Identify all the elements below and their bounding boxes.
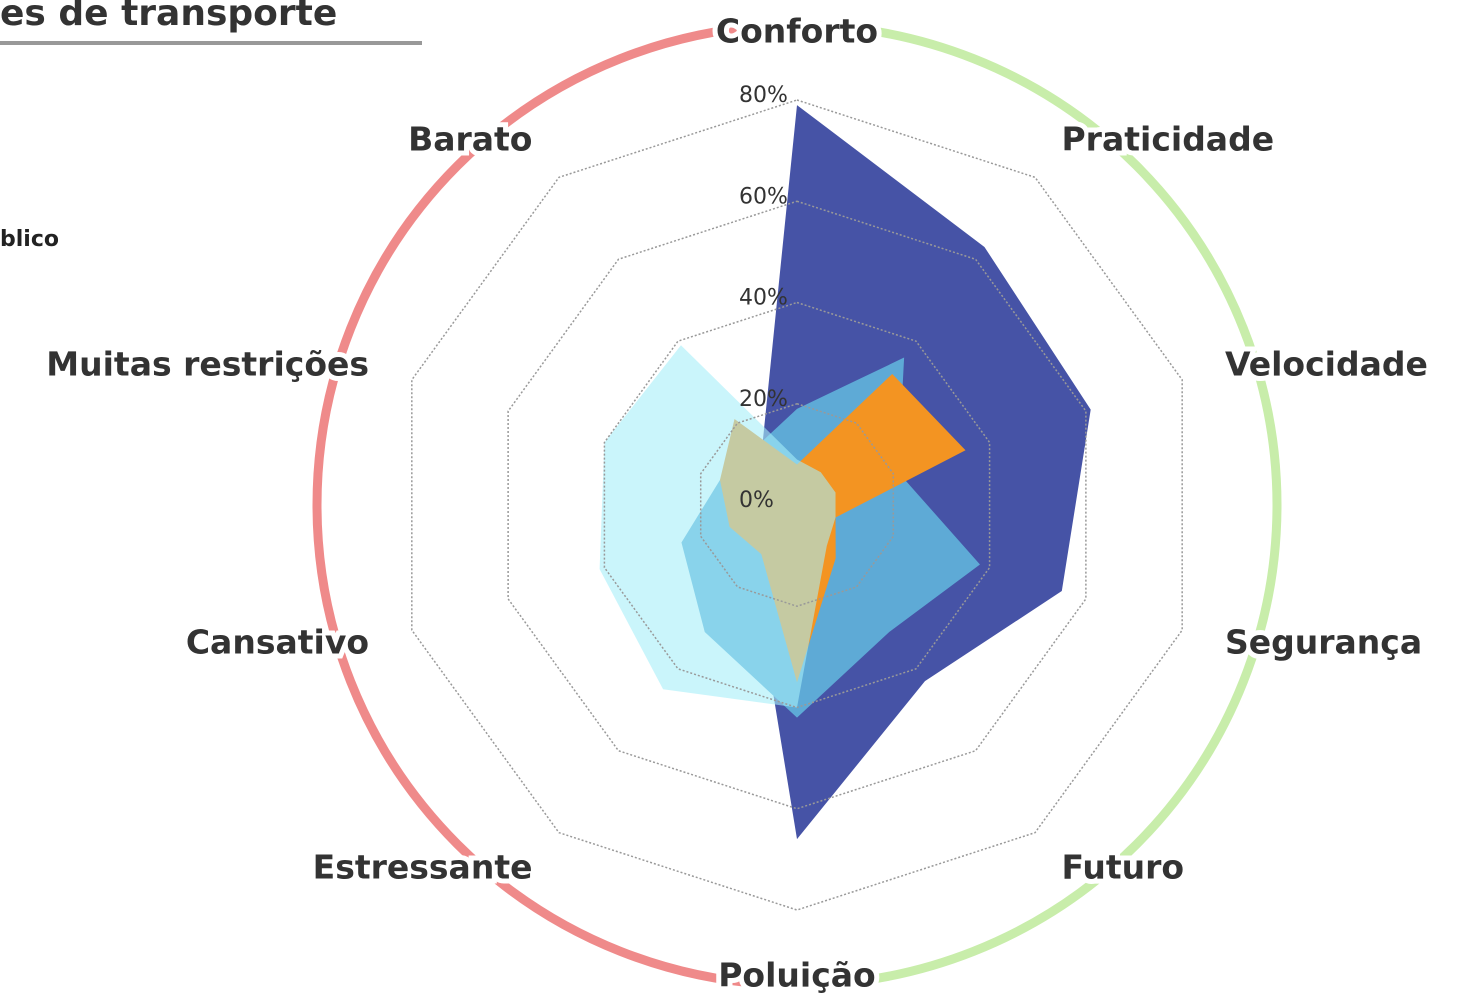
axis-label: Praticidade <box>1062 119 1275 158</box>
axis-label: Muitas restrições <box>46 344 369 383</box>
r-tick-label: 40% <box>739 286 788 311</box>
grid-ring <box>411 99 1183 911</box>
grid-ring <box>603 301 991 709</box>
axis-label: Poluição <box>718 956 875 995</box>
grid-ring <box>699 402 895 608</box>
legend-entry: blico <box>0 227 59 252</box>
axis-label: Estressante <box>313 848 533 887</box>
axis-label: Cansativo <box>186 623 369 662</box>
series-area <box>599 345 836 708</box>
r-tick-label: 0% <box>739 488 774 513</box>
axis-label: Velocidade <box>1225 344 1428 383</box>
axis-label: Segurança <box>1225 623 1422 662</box>
ring-positive <box>796 20 1282 990</box>
axis-label: Conforto <box>716 12 878 51</box>
axis-label: Futuro <box>1062 848 1185 887</box>
r-tick-label: 60% <box>739 184 788 209</box>
grid-ring <box>507 200 1087 810</box>
chart-title: es de transporte <box>0 0 337 34</box>
r-tick-label: 20% <box>739 387 788 412</box>
axis-label: Barato <box>408 119 532 158</box>
ring-negative <box>312 20 798 990</box>
r-tick-label: 80% <box>739 83 788 108</box>
